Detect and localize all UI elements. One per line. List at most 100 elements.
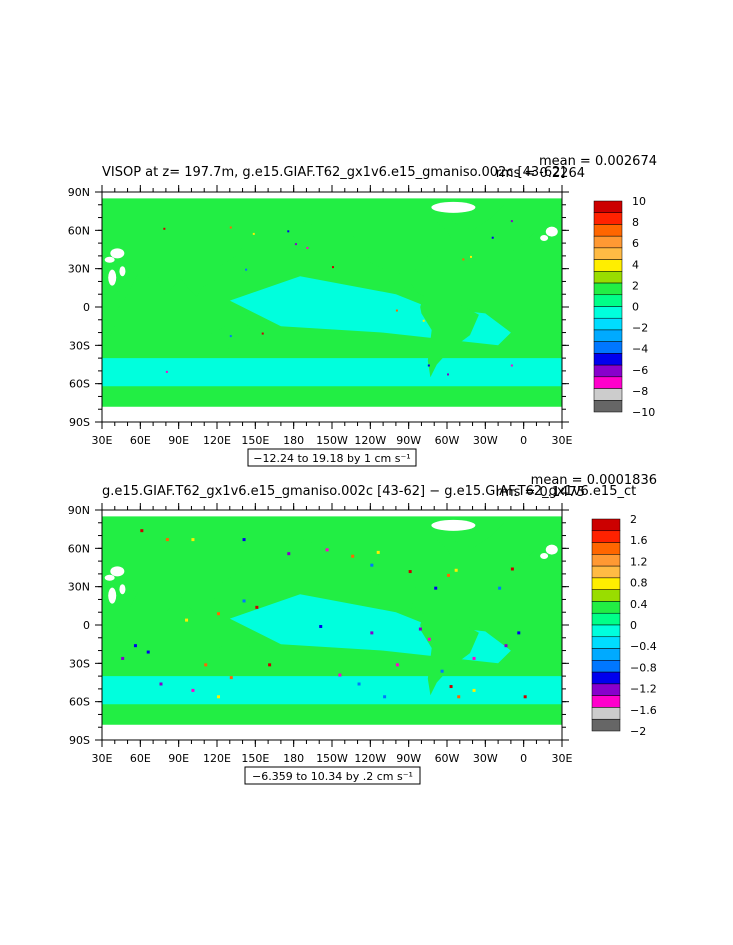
field-anomaly-spot [472, 656, 476, 660]
field-anomaly-spot [338, 673, 342, 677]
missing-data-patch [110, 566, 125, 577]
colorbar-swatch [591, 518, 621, 532]
field-anomaly-spot [185, 618, 189, 622]
colorbar-swatch [593, 224, 623, 237]
colorbar-swatch [593, 376, 623, 389]
y-tick-label: 90S [69, 416, 90, 429]
colorbar-swatch [593, 341, 623, 354]
field-anomaly-spot [470, 255, 472, 258]
field-anomaly-spot [217, 612, 220, 616]
colorbar-swatch [593, 212, 623, 225]
x-tick-label: 120E [203, 752, 231, 765]
colorbar-swatch [591, 530, 621, 543]
colorbar-label: 4 [632, 258, 639, 271]
colorbar-swatch [593, 282, 623, 296]
colorbar-label: 2 [630, 513, 637, 526]
colorbar-swatch [593, 353, 623, 366]
x-tick-label: 120W [354, 434, 386, 447]
field-anomaly-spot [146, 650, 150, 654]
mean-label: mean = 0.0001836 [531, 473, 657, 488]
field-layers [102, 518, 562, 725]
colorbar-swatch [593, 259, 623, 272]
missing-data-patch [119, 266, 126, 277]
field-anomaly-spot [229, 335, 232, 338]
field-anomaly-spot [376, 550, 380, 554]
field-anomaly-spot [357, 682, 361, 686]
land-mass [510, 215, 562, 261]
colorbar-swatch [591, 671, 621, 685]
land-mass [102, 527, 307, 615]
x-tick-label: 0 [520, 752, 527, 765]
colorbar-label: −2 [630, 725, 646, 738]
colorbar-swatch [591, 718, 621, 732]
field-anomaly-spot [255, 605, 259, 609]
field-anomaly-spot [472, 688, 476, 692]
field-anomaly-spot [510, 364, 513, 367]
colorbar-swatch [591, 589, 621, 602]
field-anomaly-spot [165, 370, 168, 373]
field-anomaly-spot [427, 364, 430, 367]
colorbar-swatch [593, 388, 623, 401]
field-anomaly-spot [447, 373, 449, 376]
field-anomaly-spot [510, 220, 513, 223]
field-anomaly-spot [306, 246, 309, 249]
colorbar-swatch [591, 565, 621, 579]
y-tick-label: 0 [83, 619, 90, 632]
colorbar-swatch [593, 329, 623, 342]
missing-data-patch [545, 226, 558, 237]
colorbar-swatch [593, 400, 623, 413]
x-tick-label: 60E [130, 434, 151, 447]
missing-data-patch [108, 587, 117, 604]
colorbar-swatch [593, 294, 623, 307]
colorbar-swatch [591, 695, 621, 708]
y-tick-label: 0 [83, 301, 90, 314]
colorbar-swatch [591, 636, 621, 649]
colorbar-label: 0 [632, 301, 639, 314]
field-anomaly-spot [440, 669, 444, 673]
x-tick-label: 30E [92, 752, 113, 765]
x-tick-label: 180 [283, 752, 304, 765]
field-anomaly-spot [163, 227, 166, 230]
colorbar-swatch [593, 317, 623, 331]
colorbar-label: −1.6 [630, 704, 657, 717]
land-mass [102, 392, 562, 407]
missing-data-patch [431, 201, 476, 213]
field-anomaly-spot [517, 631, 521, 635]
colorbar-swatch [591, 542, 621, 555]
rms-label: rms = 0.1475 [496, 485, 585, 500]
colorbar-swatch [593, 306, 623, 319]
x-tick-label: 120E [203, 434, 231, 447]
x-tick-label: 150E [241, 752, 269, 765]
x-tick-label: 120W [354, 752, 386, 765]
y-tick-label: 60S [69, 696, 90, 709]
field-anomaly-spot [462, 258, 465, 261]
x-tick-label: 30E [552, 434, 573, 447]
land-mass [309, 533, 454, 615]
missing-data-patch [545, 544, 558, 555]
land-mass [109, 266, 138, 292]
colorbar-swatch [591, 648, 621, 661]
field-anomaly-spot [332, 266, 334, 269]
y-tick-label: 60S [69, 378, 90, 391]
ocean-band [102, 676, 562, 705]
field-anomaly-spot [242, 538, 246, 542]
field-anomaly-spot [133, 644, 137, 648]
x-tick-label: 150E [241, 434, 269, 447]
x-tick-label: 180 [283, 434, 304, 447]
field-anomaly-spot [457, 695, 461, 699]
field-anomaly-spot [229, 226, 232, 229]
field-anomaly-spot [449, 685, 453, 689]
field-anomaly-spot [498, 586, 502, 590]
y-tick-label: 30N [68, 581, 90, 594]
colorbar-swatch [593, 235, 623, 249]
colorbar-label: −2 [632, 322, 648, 335]
field-anomaly-spot [427, 637, 431, 641]
field-anomaly-spot [287, 230, 290, 233]
colorbar-swatch [591, 683, 621, 696]
y-tick-label: 90N [68, 504, 90, 517]
field-anomaly-spot [523, 695, 527, 699]
x-tick-label: 150W [316, 434, 348, 447]
range-box [244, 766, 421, 785]
field-anomaly-spot [159, 682, 163, 686]
